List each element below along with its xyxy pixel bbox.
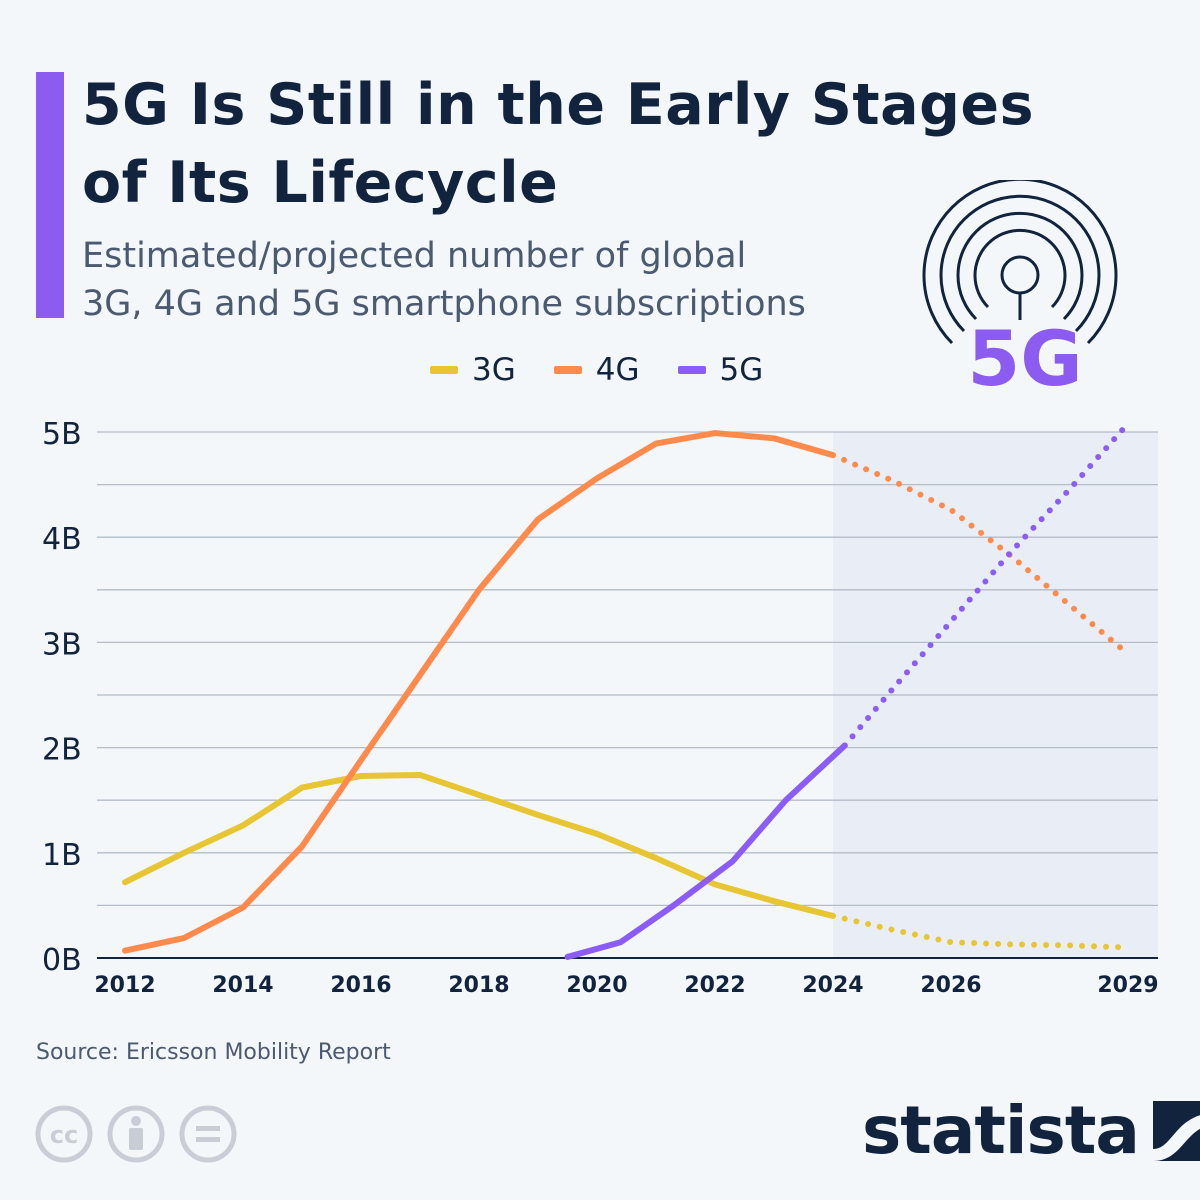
svg-text:cc: cc: [50, 1121, 78, 1149]
legend-item-5g: 5G: [677, 352, 764, 388]
legend-swatch: [677, 366, 706, 374]
x-tick-label: 2014: [212, 973, 273, 998]
accent-bar: [36, 72, 64, 318]
x-tick-label: 2018: [448, 973, 509, 998]
y-tick-label: 4B: [42, 522, 82, 557]
x-tick-label: 2026: [920, 973, 981, 998]
legend-swatch: [430, 366, 458, 374]
legend-label: 3G: [472, 352, 516, 388]
legend-label: 4G: [595, 352, 640, 388]
source-note: Source: Ericsson Mobility Report: [36, 1040, 391, 1065]
y-tick-label: 1B: [42, 838, 82, 873]
icon-5g-text: 5G: [967, 314, 1082, 400]
statista-mark-icon: [1152, 1100, 1200, 1161]
series-line-4g: [122, 430, 836, 954]
subtitle-line: 3G, 4G and 5G smartphone subscriptions: [82, 284, 806, 324]
legend-item-4g: 4G: [553, 352, 640, 388]
series-projection-3g: [830, 912, 1131, 951]
legend-label: 5G: [719, 352, 764, 388]
series-projection-5g: [841, 420, 1131, 749]
legend-swatch: [553, 366, 582, 374]
line-chart: 0B 1B 2B 3B 4B 5B 2012 2014 2016 2018 2020 2022 2024…: [42, 417, 1159, 998]
y-tick-label: 2B: [42, 733, 82, 768]
title-line: 5G Is Still in the Early Stages: [82, 72, 1035, 138]
no-derivatives-icon: [179, 1105, 237, 1163]
x-tick-label: 2012: [94, 973, 155, 998]
subtitle: Estimated/projected number of global 3G,…: [82, 232, 806, 328]
y-tick-label: 0B: [42, 943, 82, 978]
brand-name: statista: [862, 1092, 1140, 1169]
x-tick-label: 2016: [330, 973, 391, 998]
x-tick-label: 2029: [1097, 973, 1158, 998]
x-tick-label: 2022: [684, 973, 745, 998]
license-icons: cc: [35, 1105, 237, 1163]
attribution-icon: [107, 1105, 165, 1163]
cc-icon: cc: [35, 1105, 93, 1163]
series-line-5g: [564, 742, 848, 960]
title-line: of Its Lifecycle: [82, 150, 559, 216]
y-tick-label: 5B: [42, 417, 82, 452]
x-tick-label: 2024: [802, 973, 863, 998]
legend-item-3g: 3G: [430, 352, 516, 388]
y-tick-label: 3B: [42, 627, 82, 662]
statista-logo: statista: [862, 1092, 1200, 1169]
x-tick-label: 2020: [566, 973, 627, 998]
subtitle-line: Estimated/projected number of global: [82, 236, 747, 276]
antenna-5g-icon: 5G: [922, 180, 1118, 400]
legend: 3G 4G 5G: [430, 352, 763, 388]
series-projection-4g: [830, 452, 1131, 657]
page-title: 5G Is Still in the Early Stages of Its L…: [82, 66, 1034, 222]
series-line-3g: [122, 771, 836, 919]
